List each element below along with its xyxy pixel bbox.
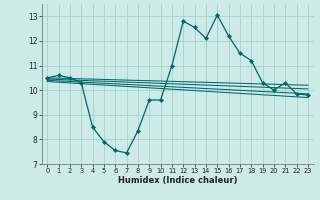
X-axis label: Humidex (Indice chaleur): Humidex (Indice chaleur) [118,176,237,185]
